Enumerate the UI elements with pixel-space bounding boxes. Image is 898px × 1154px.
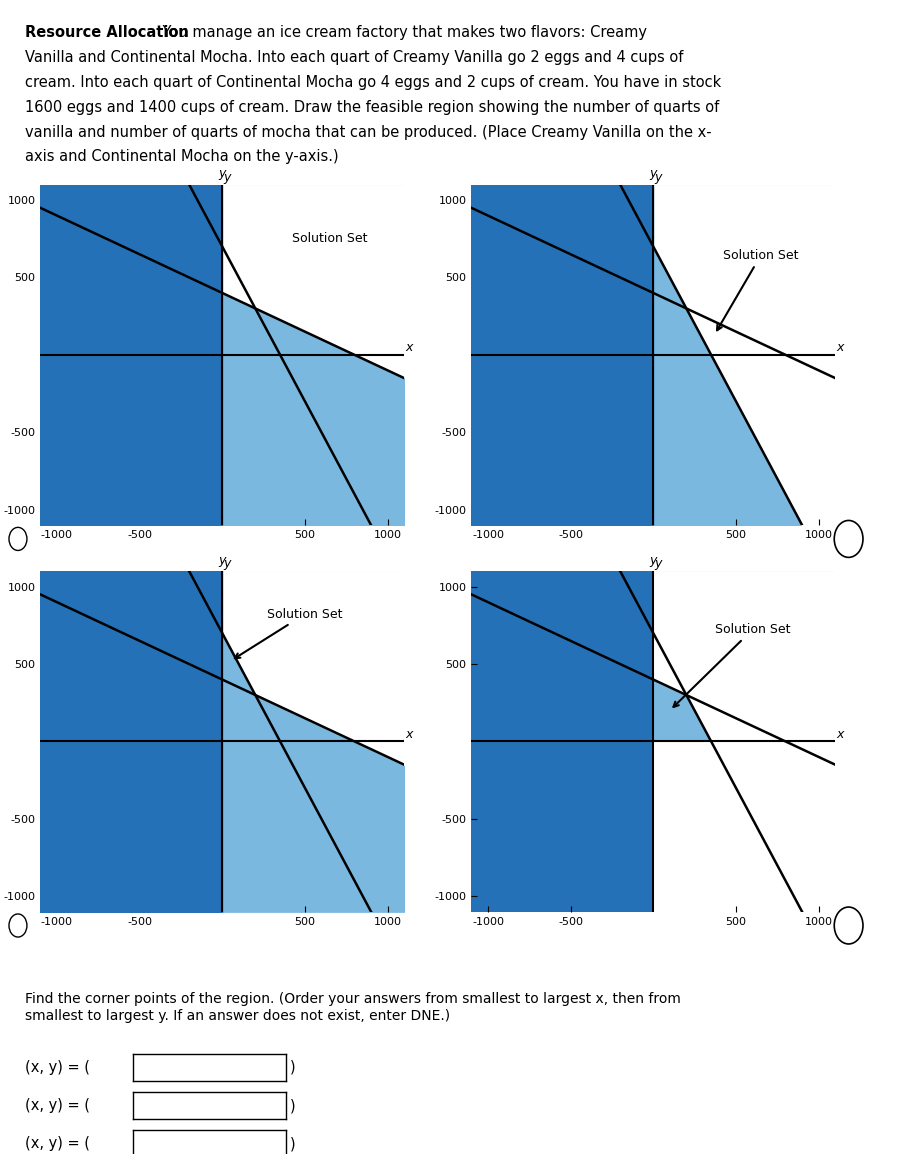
Text: axis and Continental Mocha on the y-axis.): axis and Continental Mocha on the y-axis… [25, 150, 339, 164]
Text: y: y [649, 554, 657, 567]
Text: (x, y) = (: (x, y) = ( [25, 1061, 90, 1074]
Text: y: y [655, 557, 662, 570]
Text: y: y [218, 554, 226, 567]
Text: y: y [224, 557, 231, 570]
Text: You manage an ice cream factory that makes two flavors: Creamy: You manage an ice cream factory that mak… [158, 25, 647, 40]
Text: x: x [405, 728, 412, 741]
Text: Resource Allocation: Resource Allocation [25, 25, 189, 40]
Text: ): ) [290, 1061, 295, 1074]
Text: y: y [655, 171, 662, 183]
Text: (x, y) = (: (x, y) = ( [25, 1099, 90, 1112]
Text: x: x [836, 728, 843, 741]
Text: ): ) [290, 1137, 295, 1151]
Text: y: y [218, 167, 226, 180]
Text: i: i [847, 534, 850, 544]
Text: Solution Set: Solution Set [235, 608, 343, 658]
Text: y: y [649, 167, 657, 180]
Text: i: i [847, 921, 850, 930]
Text: Find the corner points of the region. (Order your answers from smallest to large: Find the corner points of the region. (O… [25, 992, 681, 1022]
Text: Solution Set: Solution Set [674, 623, 790, 707]
Text: cream. Into each quart of Continental Mocha go 4 eggs and 2 cups of cream. You h: cream. Into each quart of Continental Mo… [25, 75, 721, 90]
Text: 1600 eggs and 1400 cups of cream. Draw the feasible region showing the number of: 1600 eggs and 1400 cups of cream. Draw t… [25, 100, 719, 114]
Text: vanilla and number of quarts of mocha that can be produced. (Place Creamy Vanill: vanilla and number of quarts of mocha th… [25, 125, 712, 140]
Text: (x, y) = (: (x, y) = ( [25, 1137, 90, 1151]
Text: ): ) [290, 1099, 295, 1112]
Text: Solution Set: Solution Set [717, 249, 798, 330]
Text: Solution Set: Solution Set [292, 232, 367, 246]
Text: x: x [836, 342, 843, 354]
Text: y: y [224, 171, 231, 183]
Text: Vanilla and Continental Mocha. Into each quart of Creamy Vanilla go 2 eggs and 4: Vanilla and Continental Mocha. Into each… [25, 51, 683, 65]
Text: x: x [405, 342, 412, 354]
